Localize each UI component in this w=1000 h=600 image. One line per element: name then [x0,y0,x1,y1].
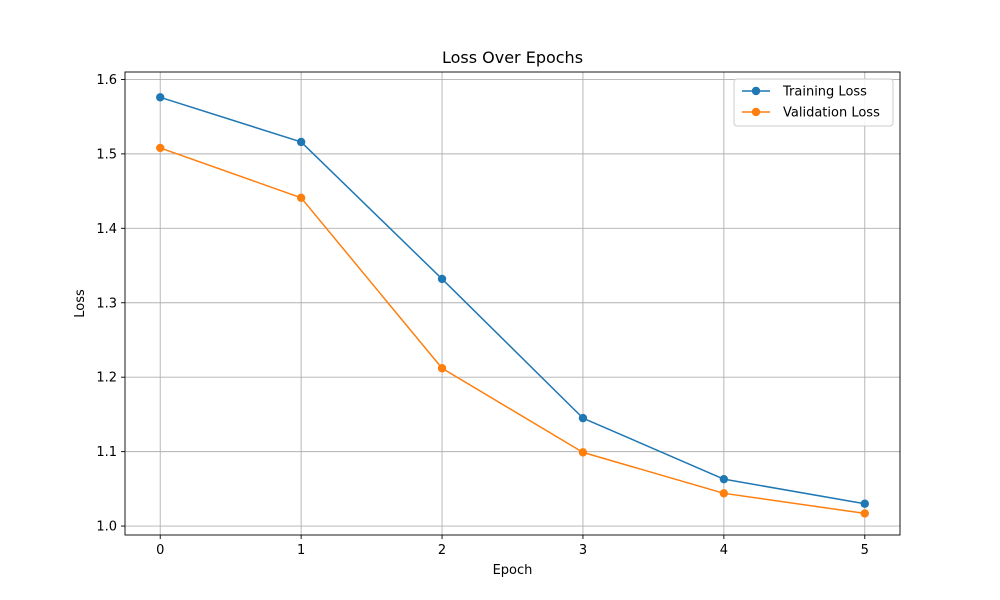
legend-marker [751,86,761,96]
y-tick-label: 1.4 [96,222,117,237]
data-point [860,499,869,508]
y-tick-label: 1.2 [96,371,117,386]
legend-marker [751,107,761,117]
data-point [296,193,306,202]
grid [125,72,900,535]
x-axis-label: Epoch [493,563,533,578]
x-tick-label: 1 [297,543,305,558]
legend-box [733,78,894,127]
x-tick-label: 0 [156,543,164,558]
data-point [296,137,306,147]
data-point [578,413,588,423]
x-tick-label: 2 [438,543,446,558]
data-point [719,474,729,484]
data-point [860,509,869,518]
y-axis-label: Loss [73,289,88,318]
y-tick-label: 1.3 [96,296,117,311]
series-line-training-loss [160,96,865,505]
series-line-validation-loss [159,147,865,515]
data-point [437,364,447,373]
plot-frame [124,71,901,536]
legend: Training Loss Validation Loss [733,78,894,127]
data-point [437,274,447,284]
ticks: 0 1 2 3 4 5 1.0 1.1 1.2 1.3 1.4 1.5 1.6 [96,73,869,558]
x-tick-label: 4 [720,543,728,558]
data-point [719,489,729,498]
legend-label: Training Loss [782,85,867,100]
chart-title: Loss Over Epochs [442,48,583,67]
data-point [156,143,165,153]
series-group [156,93,869,518]
x-tick-label: 5 [861,543,869,558]
y-tick-label: 1.0 [96,520,117,535]
y-tick-label: 1.5 [96,147,117,162]
data-point [156,93,165,102]
y-tick-label: 1.6 [96,73,117,88]
y-tick-label: 1.1 [96,445,117,460]
data-point [578,448,588,457]
legend-label: Validation Loss [783,106,880,121]
x-tick-label: 3 [579,543,587,558]
